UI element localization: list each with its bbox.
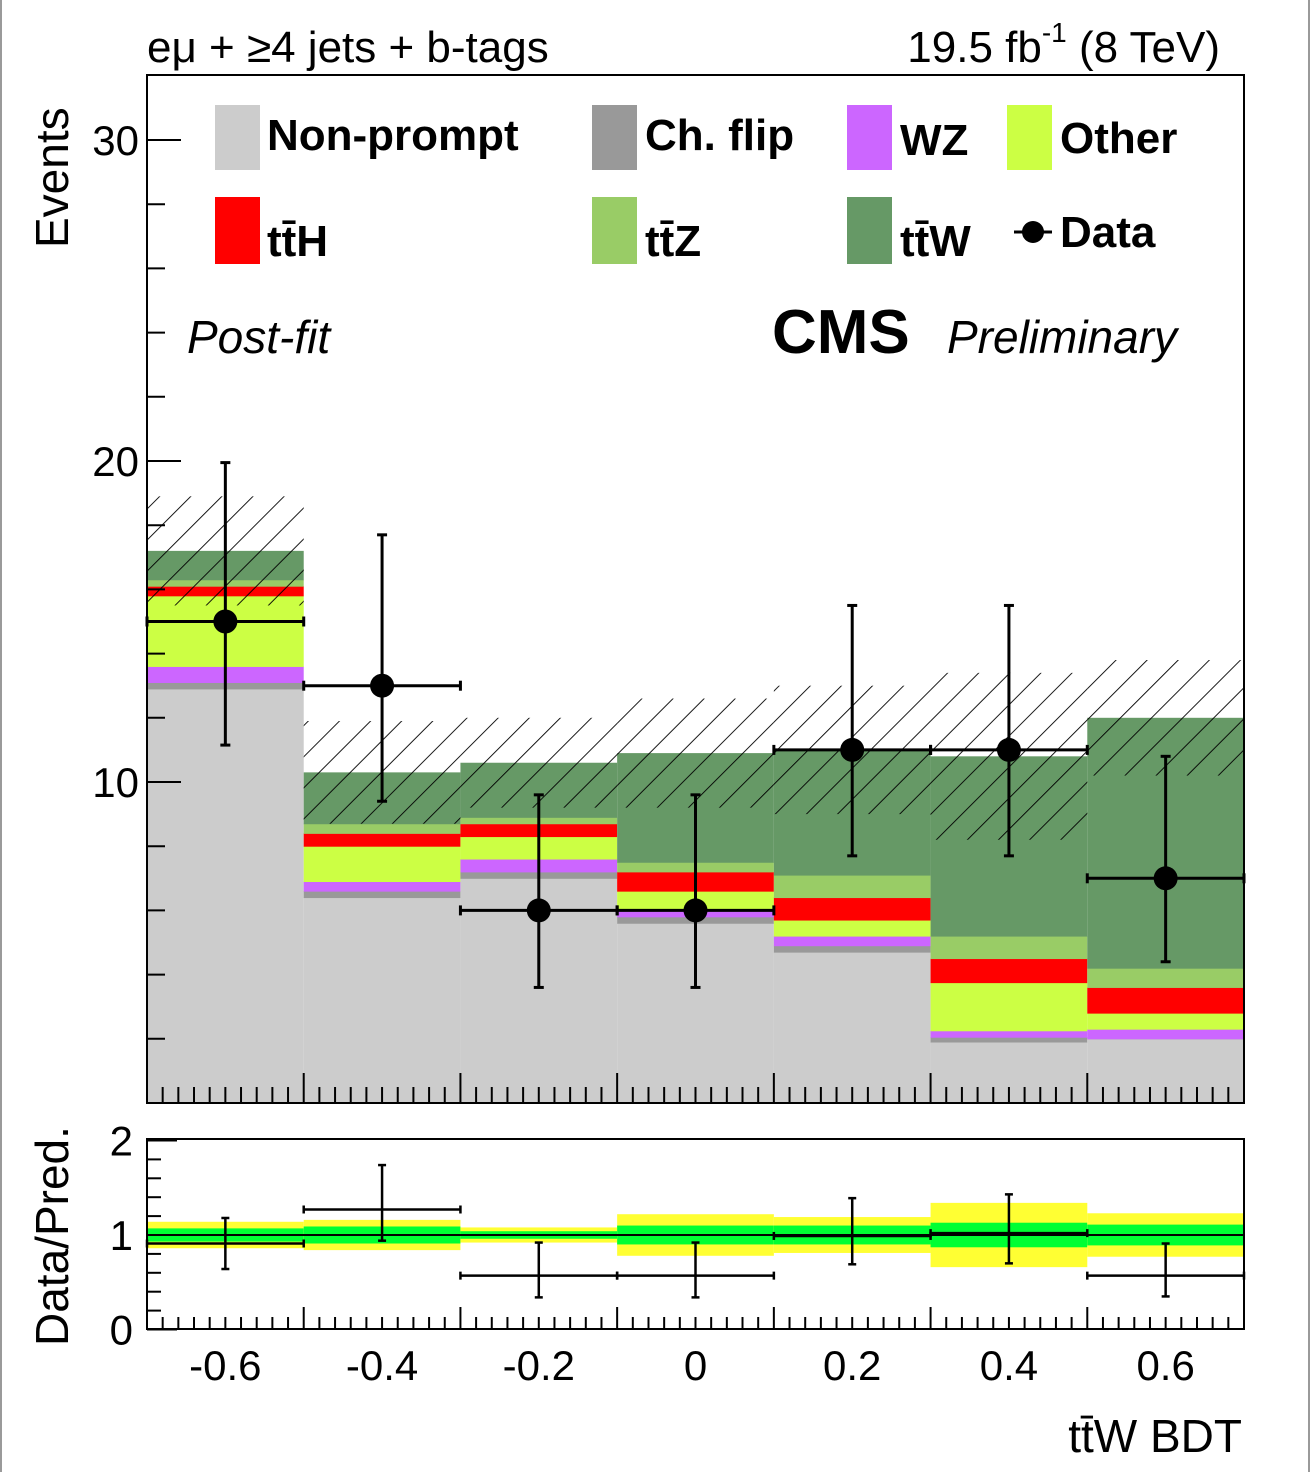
legend-label-ttw: tt̄W <box>900 217 971 266</box>
lumi-value: 19.5 fb <box>907 23 1042 72</box>
stack-bar <box>303 833 461 847</box>
stack-bar <box>303 897 461 1104</box>
ratio-xlabel: tt̄W BDT <box>1068 1410 1242 1462</box>
ratio-ytick-label: 2 <box>110 1118 133 1165</box>
legend-swatch-ttw <box>847 197 892 264</box>
ratio-xtick-label: 0.2 <box>823 1342 881 1389</box>
ratio-xtick-label: -0.6 <box>189 1342 261 1389</box>
lumi-label: 19.5 fb-1 (8 TeV) <box>907 17 1220 72</box>
data-point <box>526 898 551 923</box>
legend-swatch-ttz <box>592 197 637 264</box>
data-point <box>1153 866 1178 891</box>
legend-label-data: Data <box>1060 208 1156 257</box>
data-point <box>840 737 865 762</box>
legend-swatch-other <box>1007 105 1052 170</box>
stack-bar <box>930 1037 1088 1043</box>
postfit-label: Post-fit <box>187 311 332 363</box>
legend-data-marker <box>1022 221 1044 243</box>
ratio-xtick-label: -0.4 <box>346 1342 418 1389</box>
stack-bar <box>773 952 931 1104</box>
stack-bar <box>930 982 1088 1032</box>
legend-swatch-tth <box>215 197 260 264</box>
stack-bar <box>303 891 461 899</box>
ratio-ytick-label: 1 <box>110 1212 133 1259</box>
ratio-xtick-label: 0 <box>684 1342 707 1389</box>
stack-bar <box>303 881 461 892</box>
legend-label-chflip: Ch. flip <box>645 111 794 160</box>
legend: Non-prompt Ch. flip WZ Other tt̄H tt̄Z t… <box>215 105 1177 266</box>
ratio-ylabel: Data/Pred. <box>26 1126 78 1346</box>
ratio-xtick-label: 0.4 <box>980 1342 1038 1389</box>
ratio-xtick-label: -0.2 <box>503 1342 575 1389</box>
stack-bar <box>1087 968 1244 988</box>
stack-bar <box>773 945 931 953</box>
channel-label: eμ + ≥4 jets + b-tags <box>147 23 549 72</box>
legend-label-tth: tt̄H <box>267 217 328 266</box>
stack-bar <box>147 688 304 1104</box>
cms-label: CMS <box>772 298 910 367</box>
stack-bar <box>773 897 931 921</box>
main-ytick-label: 20 <box>92 438 139 485</box>
legend-label-nonprompt: Non-prompt <box>267 111 519 160</box>
stack-bar <box>1087 987 1244 1014</box>
data-points <box>145 461 1246 989</box>
data-point <box>996 737 1021 762</box>
energy-label: (8 TeV) <box>1067 23 1220 72</box>
stack-bar <box>1087 1029 1244 1040</box>
stack-bar <box>930 1030 1088 1038</box>
stack-bar <box>773 920 931 937</box>
uncertainty-band <box>460 717 618 808</box>
stack-bar <box>930 936 1088 960</box>
legend-label-wz: WZ <box>900 116 968 165</box>
ratio-points <box>145 1163 1246 1299</box>
stack-bar <box>1087 1013 1244 1030</box>
uncertainty-hatch <box>147 496 1244 840</box>
legend-swatch-nonprompt <box>215 105 260 170</box>
main-ytick-label: 30 <box>92 117 139 164</box>
ratio-ticks: 0 1 2 -0.6 -0.4 -0.2 0 0.2 0.4 0.6 <box>110 1118 1245 1389</box>
legend-swatch-wz <box>847 105 892 170</box>
lumi-exponent: -1 <box>1042 17 1067 48</box>
stack-bar <box>773 936 931 947</box>
main-ticks: 10 20 30 <box>92 117 1245 1103</box>
stack-bar <box>930 958 1088 984</box>
legend-label-other: Other <box>1060 114 1177 163</box>
legend-label-ttz: tt̄Z <box>645 217 701 266</box>
preliminary-label: Preliminary <box>947 311 1180 363</box>
data-point <box>683 898 708 923</box>
main-ylabel: Events <box>26 107 78 248</box>
legend-swatch-chflip <box>592 105 637 170</box>
ratio-ytick-label: 0 <box>110 1307 133 1354</box>
stack-bar <box>303 846 461 883</box>
stack-bar <box>773 875 931 899</box>
data-point <box>370 673 395 698</box>
stack-bar <box>303 823 461 834</box>
ratio-xtick-label: 0.6 <box>1136 1342 1194 1389</box>
data-point <box>213 609 238 634</box>
main-ytick-label: 10 <box>92 759 139 806</box>
uncertainty-band <box>617 698 774 808</box>
